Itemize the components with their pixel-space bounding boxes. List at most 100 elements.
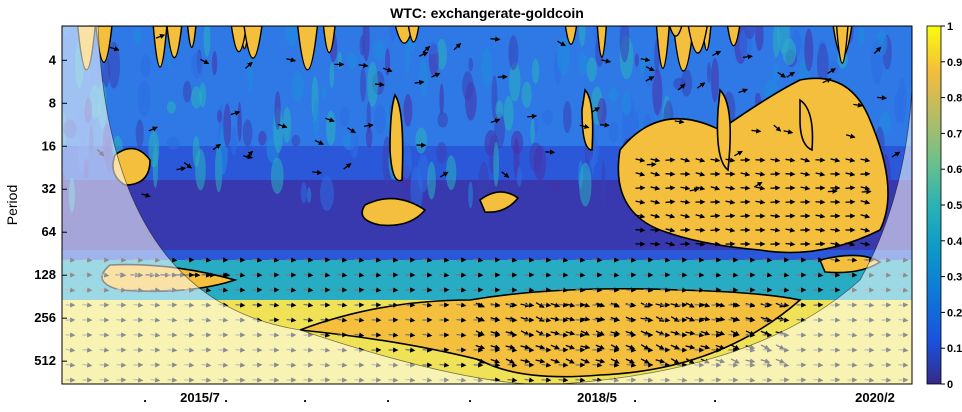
phase-arrow	[678, 290, 687, 291]
colorbar	[927, 26, 941, 384]
phase-arrow	[816, 244, 825, 245]
phase-arrow	[816, 160, 825, 161]
noise-blob	[587, 57, 597, 82]
x-tick-label: .	[468, 390, 472, 405]
phase-arrow	[545, 152, 554, 153]
phase-arrow	[862, 191, 871, 192]
noise-blob	[644, 63, 655, 87]
phase-arrow	[559, 380, 568, 381]
noise-blob	[307, 187, 311, 203]
phase-arrow	[712, 335, 721, 336]
phase-arrow	[627, 260, 636, 261]
noise-blob	[193, 136, 200, 167]
noise-blob	[419, 59, 427, 96]
noise-blob	[403, 94, 412, 126]
phase-arrow	[287, 305, 296, 306]
phase-arrow	[576, 380, 585, 381]
phase-arrow	[287, 290, 296, 291]
phase-arrow	[666, 188, 675, 189]
phase-arrow	[814, 275, 823, 276]
noise-blob	[517, 167, 522, 187]
phase-arrow	[474, 305, 483, 306]
phase-arrow	[712, 350, 721, 351]
colorbar-tick-label: 0.6	[947, 164, 962, 176]
phase-arrow	[627, 350, 636, 351]
phase-arrow	[457, 275, 466, 276]
phase-arrow	[559, 365, 568, 366]
noise-blob	[133, 28, 142, 44]
phase-arrow	[636, 188, 645, 189]
colorbar-tick-label: 0.4	[947, 236, 962, 248]
phase-arrow	[406, 335, 415, 336]
phase-arrow	[816, 202, 825, 203]
noise-blob	[707, 62, 711, 83]
noise-blob	[275, 91, 281, 130]
phase-arrow	[644, 320, 653, 321]
x-tick-label: .	[303, 390, 307, 405]
phase-arrow	[508, 365, 517, 366]
phase-arrow	[593, 290, 602, 291]
noise-blob	[532, 59, 539, 84]
noise-blob	[597, 98, 606, 126]
noise-blob	[283, 107, 291, 143]
phase-arrow	[695, 320, 704, 321]
noise-blob	[436, 142, 446, 164]
noise-blob	[167, 101, 176, 113]
noise-blob	[468, 182, 473, 209]
x-tick-label: .	[224, 390, 228, 405]
noise-blob	[579, 163, 591, 207]
noise-blob	[217, 110, 222, 123]
y-tick-label: 4	[49, 52, 57, 67]
phase-arrow	[600, 125, 609, 126]
phase-arrow	[877, 97, 886, 98]
phase-arrow	[610, 260, 619, 261]
phase-arrow	[729, 320, 738, 321]
noise-blob	[830, 61, 840, 74]
phase-arrow	[729, 275, 738, 276]
noise-blob	[427, 162, 436, 200]
noise-blob	[140, 55, 150, 77]
phase-arrow	[610, 320, 619, 321]
x-tick-label: .	[143, 390, 147, 405]
y-tick-label: 8	[49, 95, 56, 110]
colorbar-tick-label: 0.9	[947, 57, 962, 69]
phase-arrow	[771, 174, 780, 175]
x-axis-ticks: .2015/7....2018/5..2020/2	[143, 390, 895, 405]
noise-blob	[481, 48, 492, 88]
phase-arrow	[711, 216, 720, 217]
phase-arrow	[786, 174, 795, 175]
phase-arrow	[695, 275, 704, 276]
phase-arrow	[666, 174, 675, 175]
noise-blob	[374, 104, 386, 134]
noise-blob	[871, 38, 883, 84]
noise-blob	[292, 135, 301, 147]
noise-blob	[711, 58, 719, 103]
phase-arrow	[457, 290, 466, 291]
noise-blob	[469, 58, 474, 72]
phase-arrow	[508, 320, 517, 321]
x-tick-label: .	[633, 390, 637, 405]
phase-arrow	[771, 202, 780, 203]
noise-blob	[563, 101, 572, 133]
noise-blob	[542, 110, 553, 125]
noise-blob	[534, 145, 547, 181]
noise-blob	[340, 106, 350, 126]
noise-blob	[338, 52, 342, 70]
noise-blob	[350, 130, 358, 159]
phase-arrow	[559, 275, 568, 276]
noise-blob	[258, 131, 266, 146]
phase-arrow	[457, 365, 466, 366]
noise-blob	[329, 63, 334, 88]
phase-arrow	[846, 188, 855, 189]
noise-blob	[347, 53, 357, 68]
noise-blob	[493, 142, 499, 187]
phase-arrow	[726, 216, 735, 217]
noise-blob	[511, 131, 523, 155]
y-tick-label: 16	[42, 138, 56, 153]
noise-blob	[212, 51, 217, 76]
noise-blob	[153, 143, 158, 188]
noise-blob	[204, 22, 211, 57]
x-tick-label: 2018/5	[577, 390, 617, 405]
phase-arrow	[338, 260, 347, 261]
phase-arrow	[651, 244, 660, 245]
